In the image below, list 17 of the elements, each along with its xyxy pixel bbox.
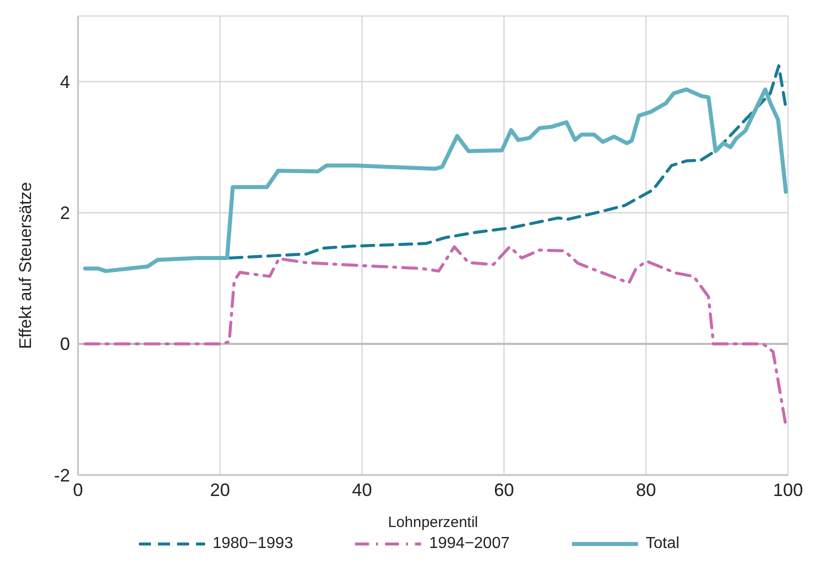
- legend-label: Total: [646, 535, 680, 553]
- x-tick-label: 60: [494, 480, 514, 500]
- y-tick-label: 2: [60, 203, 70, 224]
- y-tick-label: 0: [60, 334, 70, 354]
- legend-label: 1980−1993: [212, 535, 294, 553]
- x-axis-title: Lohnperzentil: [388, 514, 478, 531]
- line-series: [228, 64, 788, 260]
- line-series: [83, 87, 788, 274]
- x-tick-label: 80: [636, 480, 656, 500]
- y-tick-label: 4: [60, 72, 70, 92]
- x-tick-label: 0: [72, 480, 84, 500]
- x-tick-label: 20: [210, 480, 230, 500]
- x-tick-label: 40: [352, 480, 372, 500]
- x-tick-label: 100: [772, 480, 804, 500]
- y-axis-title: Effekt auf Steuersätze: [16, 182, 36, 349]
- y-tick-label: -2: [54, 465, 70, 486]
- legend-label: 1994−2007: [429, 535, 510, 553]
